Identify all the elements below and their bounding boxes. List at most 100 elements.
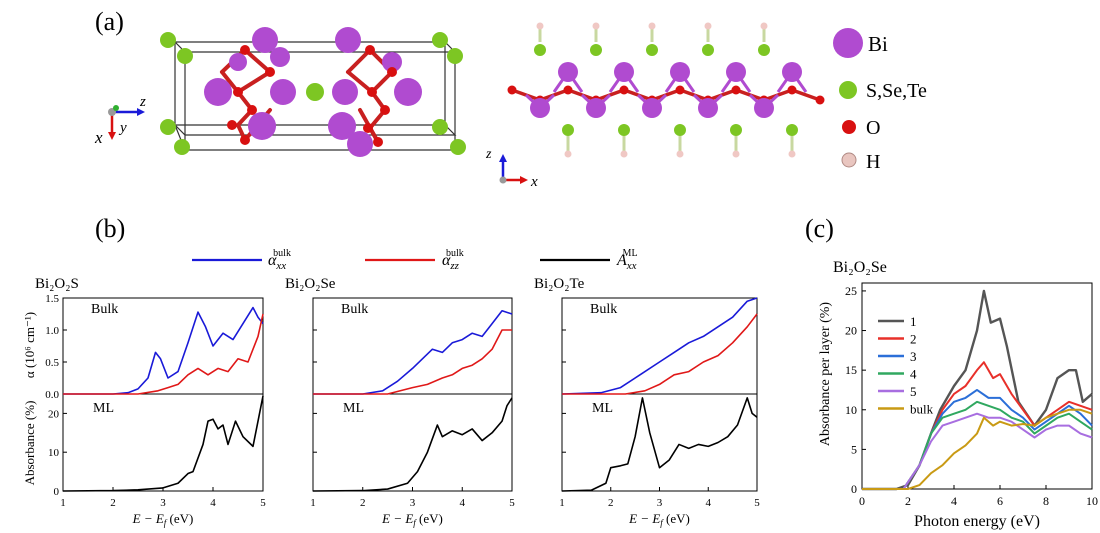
bi-atom [530, 98, 550, 118]
panel-label-c: (c) [805, 214, 834, 243]
y-tick-label-bottom: 0 [54, 486, 60, 498]
x-tick-label: 5 [754, 497, 760, 509]
series-line-axx [63, 306, 264, 395]
y-tick-label-top: 1.0 [45, 325, 59, 337]
h-atom [620, 150, 628, 158]
series-line-aml [62, 395, 264, 492]
x-tick-label: 4 [951, 494, 957, 508]
y-tick-label-bottom: 20 [48, 408, 60, 420]
legend-chalcogen-label: S,Se,Te [866, 80, 927, 102]
bi-atom [754, 98, 774, 118]
se-atom [758, 44, 770, 56]
legend-sub-aml: xx [626, 260, 637, 272]
h-atom [676, 150, 684, 158]
bi-atom [586, 98, 606, 118]
legend-sup-axx: bulk [273, 248, 291, 259]
legend-label-axx: αxxbulk [268, 248, 291, 272]
y-tick-label: 20 [845, 324, 857, 338]
se-atom [618, 124, 630, 136]
x-tick-label: 4 [706, 497, 712, 509]
x-tick-label: 0 [859, 494, 865, 508]
h-atom [704, 22, 712, 30]
legend-label-2: 2 [910, 332, 917, 347]
o-atom [815, 95, 825, 105]
x-tick-label: 6 [997, 494, 1003, 508]
legend-label-4: 4 [910, 367, 917, 382]
x-axis-label: E − Ef (eV) [381, 511, 443, 528]
h-atom [648, 22, 656, 30]
x-tick-label: 2 [608, 497, 614, 509]
o-atom [787, 85, 797, 95]
o-atom [675, 85, 685, 95]
x-tick-label: 3 [160, 497, 166, 509]
x-axis-label: E − Ef (eV) [628, 511, 690, 528]
atom-legend: Bi S,Se,Te O H [833, 28, 927, 173]
series-line-bulk [862, 408, 1093, 490]
legend-sup-azz: bulk [446, 248, 464, 259]
y-tick-label-top: 1.5 [45, 293, 59, 305]
panel-label-a: (a) [95, 7, 124, 36]
legend-o-swatch [842, 120, 856, 134]
series-line-axx [313, 309, 513, 395]
legend-label-3: 3 [910, 349, 917, 364]
legend-label-aml: AxxML [616, 248, 638, 272]
se-atom [674, 124, 686, 136]
x-tick-label: 1 [559, 497, 565, 509]
bi-atom [670, 62, 690, 82]
panel-c-plot: 0 2 4 6 8 10 0 5 10 15 20 25 1 2 3 4 5 bulk [845, 282, 1098, 508]
legend-bi-label: Bi [868, 32, 888, 56]
x-tick-label: 1 [60, 497, 66, 509]
panel-c-title: Bi₂O₂Se [833, 259, 887, 276]
x-tick-label: 8 [1043, 494, 1049, 508]
h-atom [592, 22, 600, 30]
x-axis-label: E − Ef (eV) [132, 511, 194, 528]
se-atom [730, 124, 742, 136]
o-atom [563, 85, 573, 95]
plot-frame [861, 282, 1093, 490]
panel-label-b: (b) [95, 214, 125, 243]
x-tick-label: 10 [1086, 494, 1098, 508]
panel-c-xlabel: Photon energy (eV) [914, 513, 1040, 530]
x-tick-label: 3 [657, 497, 663, 509]
series-line-aml [312, 397, 513, 492]
legend-chalcogen-swatch [839, 81, 857, 99]
bulk-label: Bulk [590, 302, 617, 317]
bi-atom [642, 98, 662, 118]
x-tick-label: 2 [110, 497, 116, 509]
panel-b-plots: Bi₂O₂S Bulk ML 1 2 3 4 5 0.0 0.5 1.0 1.5 0 10 20 E − Ef… [35, 276, 760, 528]
legend-bi-swatch [833, 28, 863, 58]
bulk-label: Bulk [91, 302, 118, 317]
h-atom [536, 22, 544, 30]
y-tick-label-bottom: 10 [48, 447, 60, 459]
legend-label-1: 1 [910, 314, 917, 329]
legend-o-label: O [866, 117, 880, 139]
material-label: Bi₂O₂Se [285, 276, 336, 292]
series-line-4 [862, 400, 1093, 490]
series-line-aml [561, 397, 758, 492]
monolayer-structure [507, 22, 825, 158]
bi-atom [698, 98, 718, 118]
legend-sym-axx: α [268, 252, 277, 269]
bulk-crystal-structure [160, 27, 466, 157]
y-tick-label-top: 0.0 [45, 389, 59, 401]
legend-sym-aml: A [616, 252, 627, 269]
y-tick-label: 5 [851, 442, 857, 456]
x-tick-label: 5 [260, 497, 266, 509]
y-tick-label: 25 [845, 284, 857, 298]
bi-atom [782, 62, 802, 82]
y-tick-label: 10 [845, 403, 857, 417]
legend-sub-azz: zz [449, 260, 459, 272]
axis-label-x-right: x [530, 174, 538, 190]
x-tick-label: 2 [360, 497, 366, 509]
o-atom [507, 85, 517, 95]
x-tick-label: 4 [210, 497, 216, 509]
h-atom [788, 150, 796, 158]
se-atom [786, 124, 798, 136]
x-tick-label: 1 [310, 497, 316, 509]
material-label: Bi₂O₂S [35, 276, 79, 292]
bi-atom [614, 62, 634, 82]
legend-label-5: 5 [910, 384, 917, 399]
legend-label-bulk: bulk [910, 402, 934, 417]
ml-label: ML [592, 401, 613, 416]
